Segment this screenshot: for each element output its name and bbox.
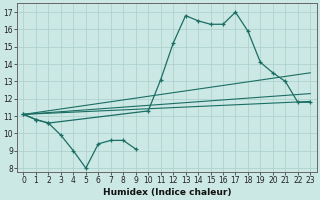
X-axis label: Humidex (Indice chaleur): Humidex (Indice chaleur) <box>103 188 231 197</box>
